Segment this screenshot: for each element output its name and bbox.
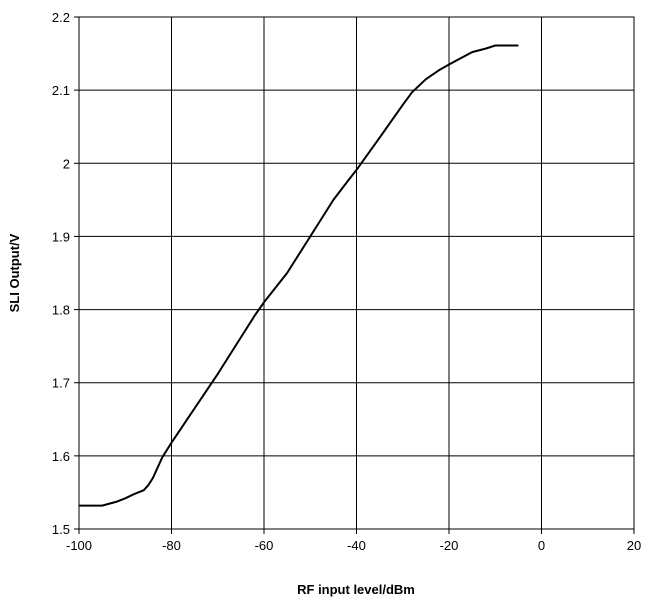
y-axis-ticks: 1.5 1.6 1.7 1.8 1.9 2 2.1 2.2: [52, 10, 79, 537]
y-tick-label: 1.8: [52, 303, 70, 318]
y-tick-label: 2.1: [52, 83, 70, 98]
y-tick-label: 1.5: [52, 522, 70, 537]
x-tick-label: -100: [66, 538, 92, 553]
y-tick-label: 2: [63, 156, 70, 171]
y-axis-title: SLI Output/V: [7, 233, 22, 312]
y-tick-label: 1.9: [52, 229, 70, 244]
x-tick-label: 20: [627, 538, 641, 553]
x-tick-label: -20: [440, 538, 459, 553]
x-tick-label: 0: [538, 538, 545, 553]
series-line: [79, 44, 519, 507]
x-axis-title: RF input level/dBm: [297, 582, 415, 597]
grid: [78, 16, 635, 530]
x-tick-label: -60: [255, 538, 274, 553]
y-tick-label: 2.2: [52, 10, 70, 25]
x-tick-label: -40: [347, 538, 366, 553]
series-layer: [79, 44, 519, 507]
x-tick-label: -80: [162, 538, 181, 553]
y-tick-label: 1.6: [52, 449, 70, 464]
y-tick-label: 1.7: [52, 376, 70, 391]
x-axis-ticks: -100 -80 -60 -40 -20 0 20: [66, 529, 641, 553]
